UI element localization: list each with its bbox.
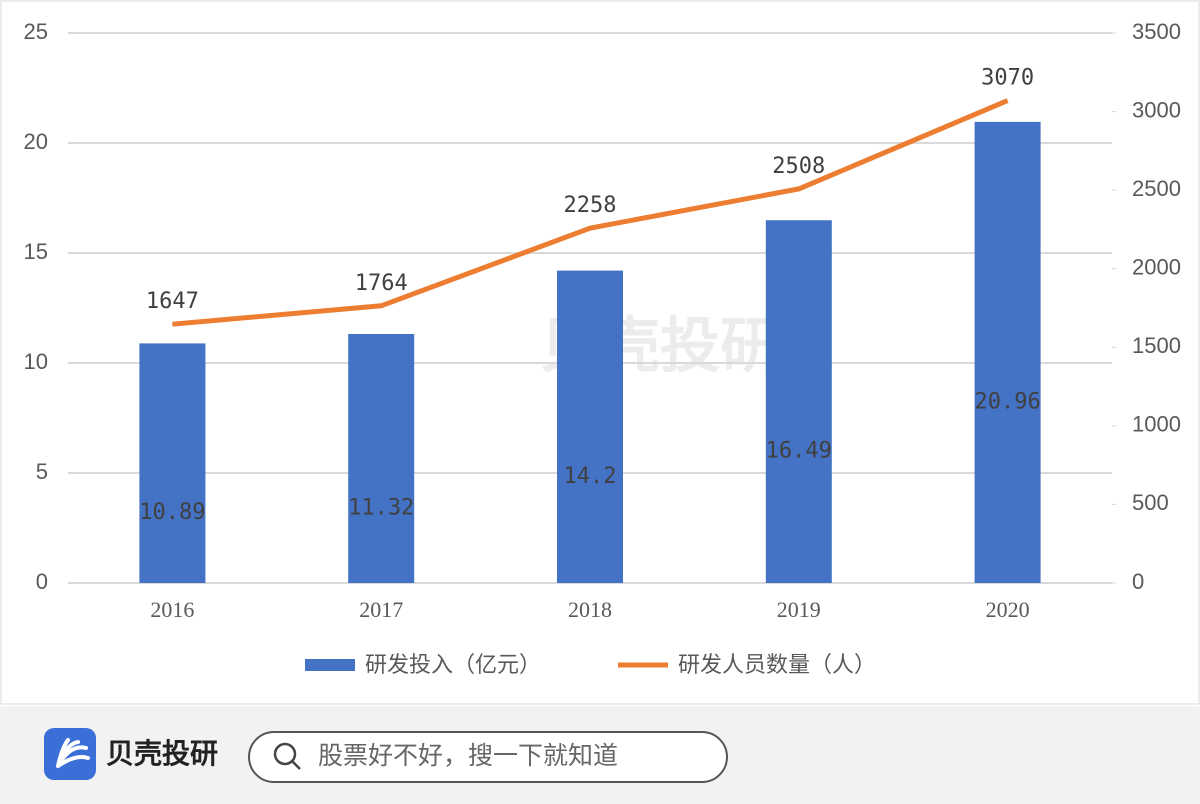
bar: [557, 270, 623, 583]
bar: [974, 121, 1041, 583]
search-icon: [273, 742, 297, 766]
y2-tick-label: 2500: [1132, 176, 1181, 201]
y-tick-label: 0: [36, 569, 48, 594]
x-tick-label: 2020: [986, 597, 1030, 622]
bar-value-label: 10.89: [139, 500, 205, 525]
search-box[interactable]: [248, 731, 728, 783]
search-icon-handle: [291, 760, 301, 770]
legend-label: 研发投入（亿元）: [365, 653, 541, 678]
x-tick-label: 2018: [568, 597, 612, 622]
bar-value-label: 16.49: [766, 439, 832, 464]
y-tick-label: 10: [24, 349, 48, 374]
x-tick-label: 2017: [359, 597, 403, 622]
bar: [765, 220, 832, 583]
y-tick-label: 20: [24, 129, 48, 154]
y2-tick-label: 2000: [1132, 255, 1181, 280]
line-value-label: 2508: [772, 154, 825, 179]
logo-mark: [56, 738, 90, 768]
y2-tick-label: 3500: [1132, 19, 1181, 44]
legend-swatch: [305, 659, 355, 671]
search-placeholder: 股票好不好，搜一下就知道: [318, 741, 618, 770]
x-tick-label: 2016: [150, 597, 194, 622]
line: [172, 98, 1009, 327]
line-value-label: 1764: [355, 271, 408, 296]
line-value-label: 2258: [564, 193, 617, 218]
y2-tick-label: 1500: [1132, 333, 1181, 358]
legend-label: 研发人员数量（人）: [678, 653, 876, 678]
y-tick-label: 5: [36, 459, 48, 484]
y2-tick-label: 1000: [1132, 412, 1181, 437]
y2-tick-label: 3000: [1132, 97, 1181, 122]
x-tick-label: 2019: [777, 597, 821, 622]
brand: 贝壳投研: [106, 737, 218, 770]
bar: [348, 333, 415, 583]
line-value-label: 1647: [146, 289, 199, 314]
bar-value-label: 11.32: [348, 495, 414, 520]
bar-value-label: 20.96: [974, 389, 1040, 414]
bar-value-label: 14.2: [564, 464, 617, 489]
y2-tick-label: 0: [1132, 569, 1144, 594]
y-tick-label: 15: [24, 239, 48, 264]
logo-icon: [44, 728, 96, 780]
y2-tick-label: 500: [1132, 490, 1169, 515]
line-value-label: 3070: [981, 66, 1034, 91]
bar: [139, 343, 206, 583]
y-tick-label: 25: [24, 19, 48, 44]
